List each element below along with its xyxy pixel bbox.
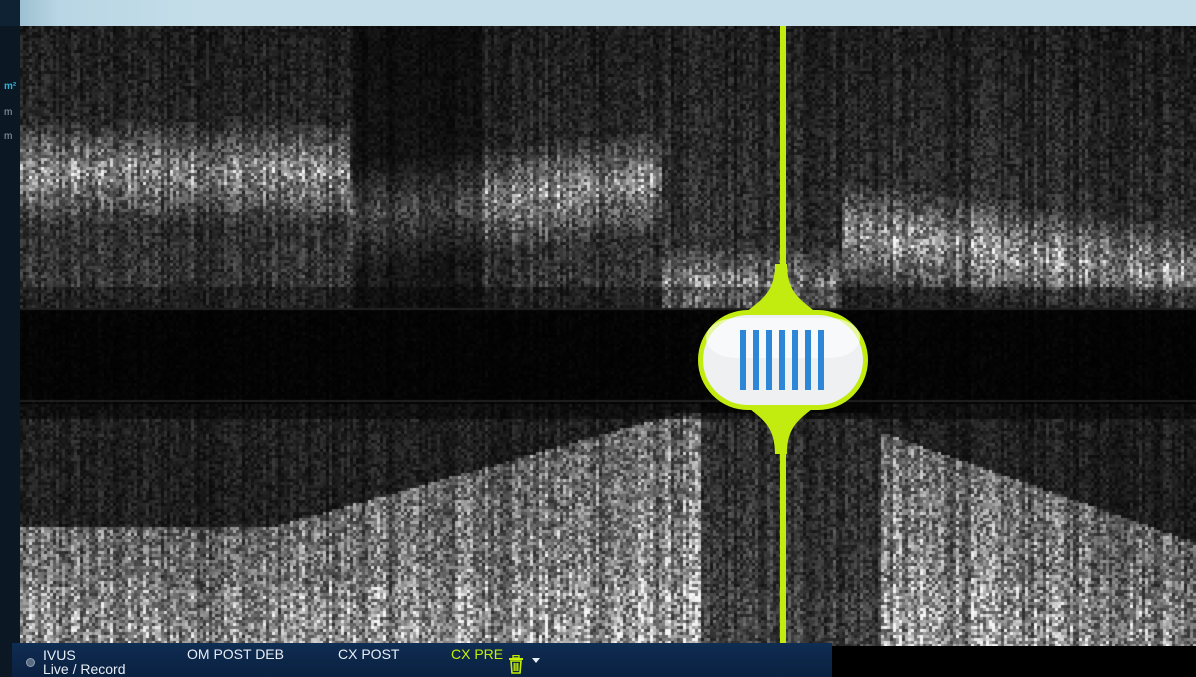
trash-icon[interactable]: [508, 655, 524, 674]
diameter-unit-label: m: [4, 107, 13, 118]
chevron-down-icon[interactable]: [532, 658, 540, 663]
run-tab-cx-pre[interactable]: CX PRE: [451, 646, 504, 662]
mode-title[interactable]: IVUS: [43, 647, 76, 663]
window-top-bar: [0, 0, 1196, 26]
frame-marker-handle[interactable]: [698, 264, 868, 454]
run-selector-bar: IVUS Live / Record OM POST DEB CX POST C…: [12, 643, 832, 677]
record-dot-icon[interactable]: [26, 658, 35, 667]
mode-subtitle[interactable]: Live / Record: [43, 661, 126, 677]
run-tab-om-post-deb[interactable]: OM POST DEB: [187, 646, 284, 662]
ivus-longitudinal-view[interactable]: [20, 26, 1196, 646]
measurement-side-panel: m² m m: [0, 26, 20, 677]
length-unit-label: m: [4, 131, 13, 142]
grip-icon: [740, 330, 824, 390]
run-tab-cx-post[interactable]: CX POST: [338, 646, 400, 662]
area-unit-label: m²: [4, 81, 17, 92]
